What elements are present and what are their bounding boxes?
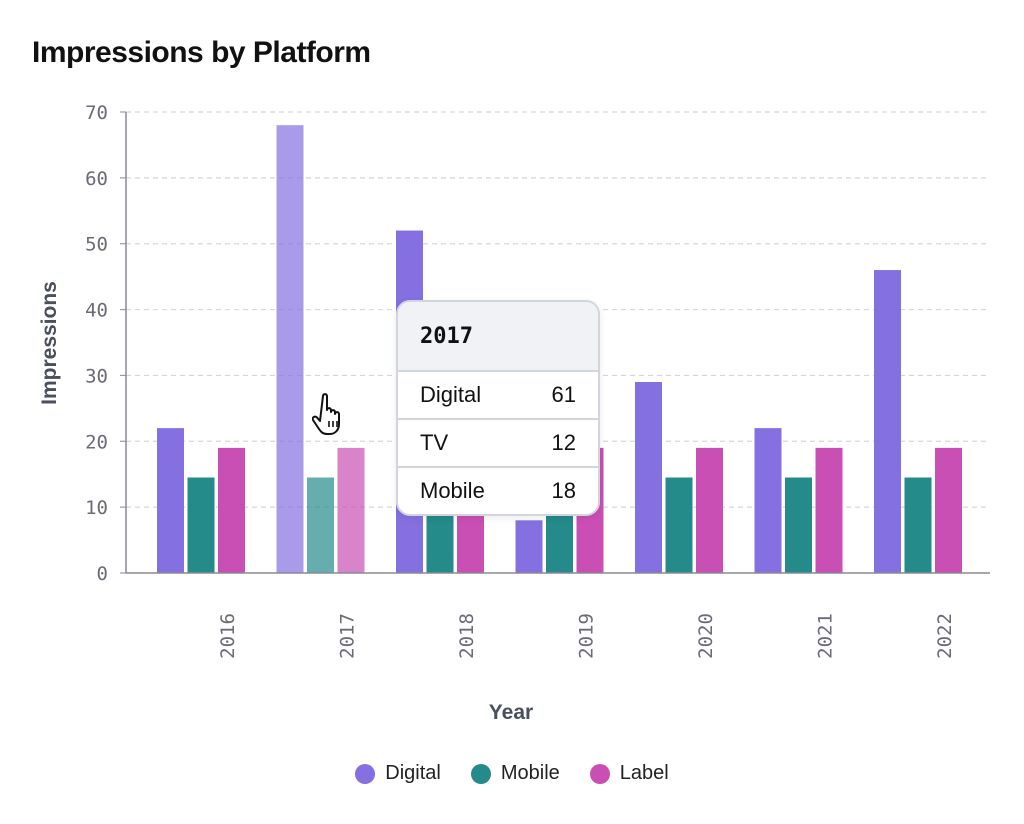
tooltip-row-value: 18 — [551, 478, 576, 503]
tooltip-row: TV 12 — [398, 420, 598, 468]
bar-label-2017 — [337, 447, 365, 573]
bar-mobile-2016 — [187, 477, 215, 573]
tooltip-row: Digital 61 — [398, 372, 598, 420]
y-tick-label: 40 — [85, 300, 108, 322]
y-tick-label: 50 — [85, 234, 108, 256]
tooltip-row-label: Mobile — [420, 478, 485, 503]
bar-label-2016 — [218, 447, 245, 573]
bar-label-2021 — [815, 447, 843, 573]
bar-label-2022 — [935, 447, 962, 573]
bar-digital-2016 — [157, 428, 184, 573]
chart-legend: Digital Mobile Label — [0, 762, 1024, 785]
bar-digital-2021 — [754, 428, 782, 573]
y-tick-labels: 0 10 20 30 40 50 60 70 — [85, 102, 108, 585]
tooltip-row-value: 12 — [551, 430, 576, 455]
y-axis-label: Impressions — [38, 281, 61, 405]
legend-item-label[interactable]: Label — [589, 762, 669, 785]
y-tick-label: 60 — [85, 168, 108, 190]
bar-mobile-2022 — [904, 477, 932, 573]
y-tick-label: 70 — [85, 102, 108, 124]
tooltip-header: 2017 — [398, 302, 598, 372]
tooltip-row-label: Digital — [420, 382, 482, 407]
y-tick-label: 30 — [85, 365, 108, 387]
x-tick-label: 2017 — [337, 613, 359, 659]
bar-mobile-2020 — [665, 477, 693, 573]
x-tick-label: 2019 — [576, 613, 598, 659]
tooltip-row: Mobile 18 — [398, 468, 598, 514]
bar-label-2020 — [696, 447, 723, 573]
chart-title: Impressions by Platform — [32, 36, 371, 69]
x-tick-label: 2022 — [934, 613, 956, 659]
x-tick-labels: 2016 2017 2018 2019 2020 2021 2022 — [217, 613, 956, 659]
legend-label: Label — [619, 762, 669, 784]
y-tick-label: 0 — [97, 563, 108, 585]
chart-tooltip: 2017 Digital 61 TV 12 Mobile 18 — [396, 300, 600, 516]
legend-item-mobile[interactable]: Mobile — [470, 762, 560, 785]
y-tick-label: 20 — [85, 431, 108, 453]
y-tick-label: 10 — [85, 497, 108, 519]
tooltip-row-value: 61 — [551, 382, 576, 407]
bar-digital-2020 — [635, 382, 662, 573]
hand-pointer-icon — [311, 392, 348, 441]
x-tick-label: 2020 — [695, 613, 717, 659]
bar-digital-2019 — [515, 520, 543, 573]
x-axis-label: Year — [489, 701, 533, 724]
axes — [125, 112, 990, 574]
legend-label: Mobile — [500, 762, 560, 784]
bar-mobile-2021 — [785, 477, 812, 573]
legend-item-digital[interactable]: Digital — [355, 762, 441, 785]
legend-swatch — [589, 763, 610, 784]
x-tick-label: 2016 — [217, 613, 239, 659]
tooltip-row-label: TV — [420, 430, 449, 455]
bar-digital-2022 — [874, 270, 901, 573]
x-tick-label: 2018 — [456, 613, 478, 659]
bar-digital-2017 — [276, 125, 304, 574]
legend-label: Digital — [385, 762, 441, 784]
legend-swatch — [470, 763, 491, 784]
legend-swatch — [355, 763, 376, 784]
x-tick-label: 2021 — [815, 613, 837, 659]
bar-mobile-2017 — [307, 477, 334, 573]
